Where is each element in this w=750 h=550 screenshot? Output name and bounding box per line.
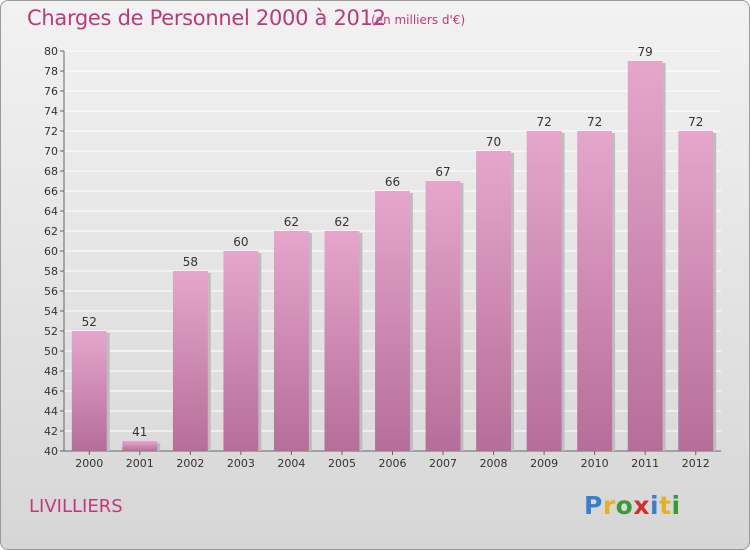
y-tick-label: 76: [44, 85, 58, 98]
bar-value-label: 70: [486, 135, 501, 149]
logo-letter: r: [602, 491, 616, 520]
x-tick-label: 2000: [75, 457, 103, 470]
bar: [122, 441, 158, 451]
logo-letter: o: [615, 491, 634, 520]
y-tick-label: 72: [44, 125, 58, 138]
y-tick-label: 80: [44, 45, 58, 58]
chart-subtitle: (en milliers d'€): [371, 13, 466, 27]
y-tick-label: 40: [44, 445, 58, 458]
bar: [324, 231, 360, 451]
logo-letter: i: [650, 491, 660, 520]
y-tick-label: 78: [44, 65, 58, 78]
y-tick-label: 70: [44, 145, 58, 158]
x-tick-label: 2012: [682, 457, 710, 470]
bar-value-label: 58: [183, 255, 198, 269]
bar: [577, 131, 613, 451]
y-tick-label: 60: [44, 245, 58, 258]
bar-value-label: 67: [435, 165, 450, 179]
bar: [172, 271, 208, 451]
y-tick-label: 44: [44, 405, 58, 418]
y-tick-label: 42: [44, 425, 58, 438]
bar: [526, 131, 562, 451]
bar: [223, 251, 259, 451]
logo-letter: x: [633, 491, 650, 520]
y-tick-label: 56: [44, 285, 58, 298]
bar-value-label: 72: [587, 115, 602, 129]
y-tick-label: 62: [44, 225, 58, 238]
bar: [71, 331, 107, 451]
x-tick-label: 2002: [176, 457, 204, 470]
y-tick-label: 66: [44, 185, 58, 198]
bar: [627, 61, 663, 451]
x-tick-label: 2010: [581, 457, 609, 470]
y-tick-label: 64: [44, 205, 58, 218]
bars: [71, 61, 717, 451]
y-tick-label: 58: [44, 265, 58, 278]
y-tick-label: 54: [44, 305, 58, 318]
x-tick-label: 2005: [328, 457, 356, 470]
bar-value-label: 66: [385, 175, 400, 189]
y-tick-label: 52: [44, 325, 58, 338]
chart-title: Charges de Personnel 2000 à 2012: [27, 6, 386, 30]
y-tick-label: 50: [44, 345, 58, 358]
bar: [678, 131, 714, 451]
bar-value-label: 52: [82, 315, 97, 329]
y-tick-label: 74: [44, 105, 58, 118]
y-tick-label: 68: [44, 165, 58, 178]
commune-name: LIVILLIERS: [29, 496, 123, 517]
bar-value-label: 41: [132, 425, 147, 439]
bar-value-label: 79: [638, 45, 653, 59]
labels: 40 42 44 46 48 50 52 54 56 58 60 62 64 66 68 70 72 74 76 78…: [44, 45, 710, 470]
bar: [375, 191, 410, 451]
bar-value-label: 72: [688, 115, 703, 129]
bar-value-label: 72: [536, 115, 551, 129]
logo-letter: t: [659, 491, 672, 520]
x-tick-label: 2004: [277, 457, 305, 470]
x-tick-label: 2006: [379, 457, 407, 470]
x-tick-label: 2003: [227, 457, 255, 470]
bar-value-label: 62: [284, 215, 299, 229]
x-tick-label: 2001: [126, 457, 154, 470]
x-tick-label: 2008: [480, 457, 508, 470]
y-tick-label: 48: [44, 365, 58, 378]
y-tick-label: 46: [44, 385, 58, 398]
logo-letter: i: [671, 491, 681, 520]
bar: [425, 181, 461, 451]
bar-value-label: 62: [334, 215, 349, 229]
x-tick-label: 2009: [530, 457, 558, 470]
proxiti-logo: Proxiti: [584, 491, 681, 520]
bar: [476, 151, 512, 451]
x-tick-label: 2007: [429, 457, 457, 470]
x-tick-label: 2011: [631, 457, 659, 470]
logo-letter: P: [584, 491, 603, 520]
bar-value-label: 60: [233, 235, 248, 249]
bar: [273, 231, 309, 451]
